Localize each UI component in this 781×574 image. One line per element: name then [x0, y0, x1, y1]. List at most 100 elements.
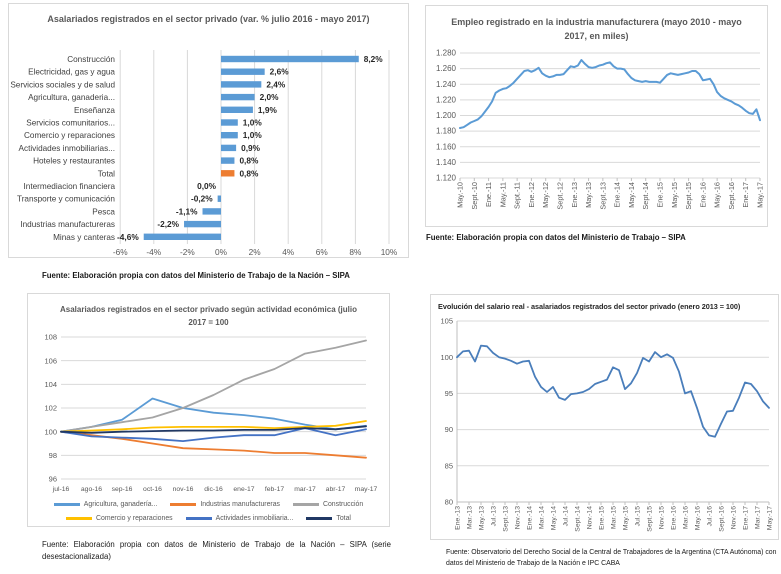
y-tick-label: 85	[445, 461, 453, 470]
legend-item: Comercio y reparaciones	[66, 515, 173, 522]
series-Actividades inmobiliaria...	[60, 427, 367, 443]
y-tick-label: 100	[44, 427, 57, 436]
x-tick-label: Nov.-16	[731, 506, 738, 530]
x-tick-label: -6%	[113, 247, 128, 257]
bar	[184, 220, 221, 228]
x-tick-label: may-17	[355, 486, 378, 493]
x-tick-label: Sept.-14	[575, 506, 582, 532]
y-tick-label: 80	[445, 498, 453, 507]
x-tick-label: Nov.-13	[515, 506, 522, 530]
legend-label: Total	[336, 515, 351, 522]
category-label: Total	[98, 169, 115, 178]
category-label: Agricultura, ganaderia...	[28, 93, 115, 102]
value-label: -4,6%	[117, 232, 139, 242]
x-tick-label: Ene.-15	[656, 182, 665, 208]
category-label: Intermediacion financiera	[24, 182, 116, 191]
x-tick-label: ene-17	[233, 486, 254, 493]
x-tick-label: Sept.-15	[684, 182, 693, 210]
bar-series: Construcción 8,2% Electricidad, gas y agua…	[10, 54, 383, 242]
value-label: 2,0%	[260, 92, 280, 102]
bar	[221, 132, 238, 139]
y-tick-label: 106	[44, 356, 57, 365]
x-tick-label: Mar.-16	[683, 506, 690, 529]
x-axis-labels: May.-10 Sept.-10 Ene.-11 May.-11 Sept.-11 Ene…	[456, 178, 765, 210]
x-tick-label: Mar.-15	[611, 506, 618, 529]
category-label: Hoteles y restaurantes	[33, 157, 115, 166]
x-tick-label: May.-10	[456, 182, 465, 208]
x-tick-label: abr-17	[326, 486, 346, 493]
x-tick-label: Ene.-11	[484, 182, 493, 207]
category-label: Servicios comunitarios...	[26, 119, 115, 128]
x-tick-label: Sept.-13	[598, 182, 607, 210]
panel-real-wage-chart: Evolución del salario real - asalariados…	[430, 294, 779, 540]
chart-legend-row-2: Comercio y reparaciones Actividades inmob…	[28, 515, 389, 522]
x-tick-label: May.-13	[584, 182, 593, 208]
x-tick-label: Ene.-14	[613, 182, 622, 208]
legend-item: Construcción	[293, 501, 363, 508]
source-note-real-wage: Fuente: Observatorio del Derecho Social …	[446, 549, 777, 568]
x-tick-label: Sept.-12	[556, 182, 565, 210]
value-label: 1,9%	[258, 105, 278, 115]
x-tick-label: May.-17	[767, 506, 774, 530]
x-tick-label: Ene.-13	[455, 506, 462, 530]
x-tick-label: May.-16	[695, 506, 702, 530]
x-tick-label: 4%	[282, 247, 295, 257]
category-label: Comercio y reparaciones	[24, 131, 115, 140]
x-tick-label: Nov.-14	[587, 506, 594, 530]
series-Construcción	[60, 339, 367, 433]
category-label: Enseñanza	[74, 106, 115, 115]
bar	[221, 106, 253, 113]
x-tick-label: Sept.-16	[727, 182, 736, 210]
source-note-manufacturing-employment: Fuente: Elaboración propia con datos del…	[426, 233, 686, 242]
bar	[202, 208, 221, 215]
x-tick-label: ago-16	[81, 486, 102, 493]
value-label: -2,2%	[157, 219, 179, 229]
x-tick-label: May.-16	[713, 182, 722, 208]
x-tick-label: May.-11	[498, 182, 507, 207]
category-label: Actividades inmobiliarias...	[19, 144, 115, 153]
x-tick-label: Sept.-13	[503, 506, 510, 532]
chart-title-real-wage: Evolución del salario real - asalariados…	[438, 302, 741, 311]
x-tick-label: 0%	[215, 247, 228, 257]
x-tick-label: -2%	[180, 247, 195, 257]
source-note-activity-index: Fuente: Elaboración propia con datos de …	[42, 540, 391, 562]
value-label: 0,8%	[239, 168, 259, 178]
x-tick-label: Mar.-17	[755, 506, 762, 529]
x-tick-label: May.-13	[479, 506, 486, 530]
y-tick-label: 1.260	[436, 64, 457, 73]
x-tick-label: May.-14	[627, 182, 636, 208]
legend-swatch	[53, 503, 80, 506]
x-tick-label: Nov.-15	[659, 506, 666, 530]
x-tick-label: Jul.-13	[491, 506, 498, 527]
legend-item: Industrias manufactureras	[170, 501, 280, 508]
series-Comercio y reparaciones	[60, 420, 367, 433]
x-tick-label: Sept.-14	[641, 182, 650, 210]
x-tick-label: 6%	[316, 247, 329, 257]
value-label: 8,2%	[364, 54, 384, 64]
y-tick-label: 100	[440, 353, 453, 362]
y-tick-label: 108	[44, 333, 57, 342]
x-tick-label: Mar.-14	[539, 506, 546, 529]
series-Total	[60, 425, 367, 434]
x-tick-label: Ene.-12	[527, 182, 536, 208]
bar	[221, 170, 235, 177]
chart-title-manufacturing-employment: Empleo registrado en la industria manufa…	[451, 17, 742, 41]
y-tick-label: 1.240	[436, 80, 457, 89]
x-tick-label: oct-16	[143, 486, 162, 493]
y-tick-label: 98	[49, 451, 57, 460]
y-tick-label: 1.140	[436, 158, 457, 167]
x-tick-label: Sept.-11	[513, 182, 522, 209]
x-tick-label: May.-12	[541, 182, 550, 208]
x-tick-label: May.-15	[670, 182, 679, 208]
value-label: 2,6%	[270, 67, 290, 77]
legend-item: Agricultura, ganadería...	[53, 501, 157, 508]
panel-sector-variation-chart: Asalariados registrados en el sector pri…	[8, 3, 409, 258]
bar	[221, 55, 359, 63]
bar-grid: -6% -4% -2% 0% 2% 4% 6% 8% 10%	[113, 50, 398, 257]
chart-title-sector-variation: Asalariados registrados en el sector pri…	[47, 14, 370, 24]
legend-swatch	[306, 517, 333, 520]
x-tick-label: Ene.-16	[698, 182, 707, 208]
category-label: Transporte y comunicación	[17, 195, 115, 204]
series-line	[459, 59, 761, 129]
